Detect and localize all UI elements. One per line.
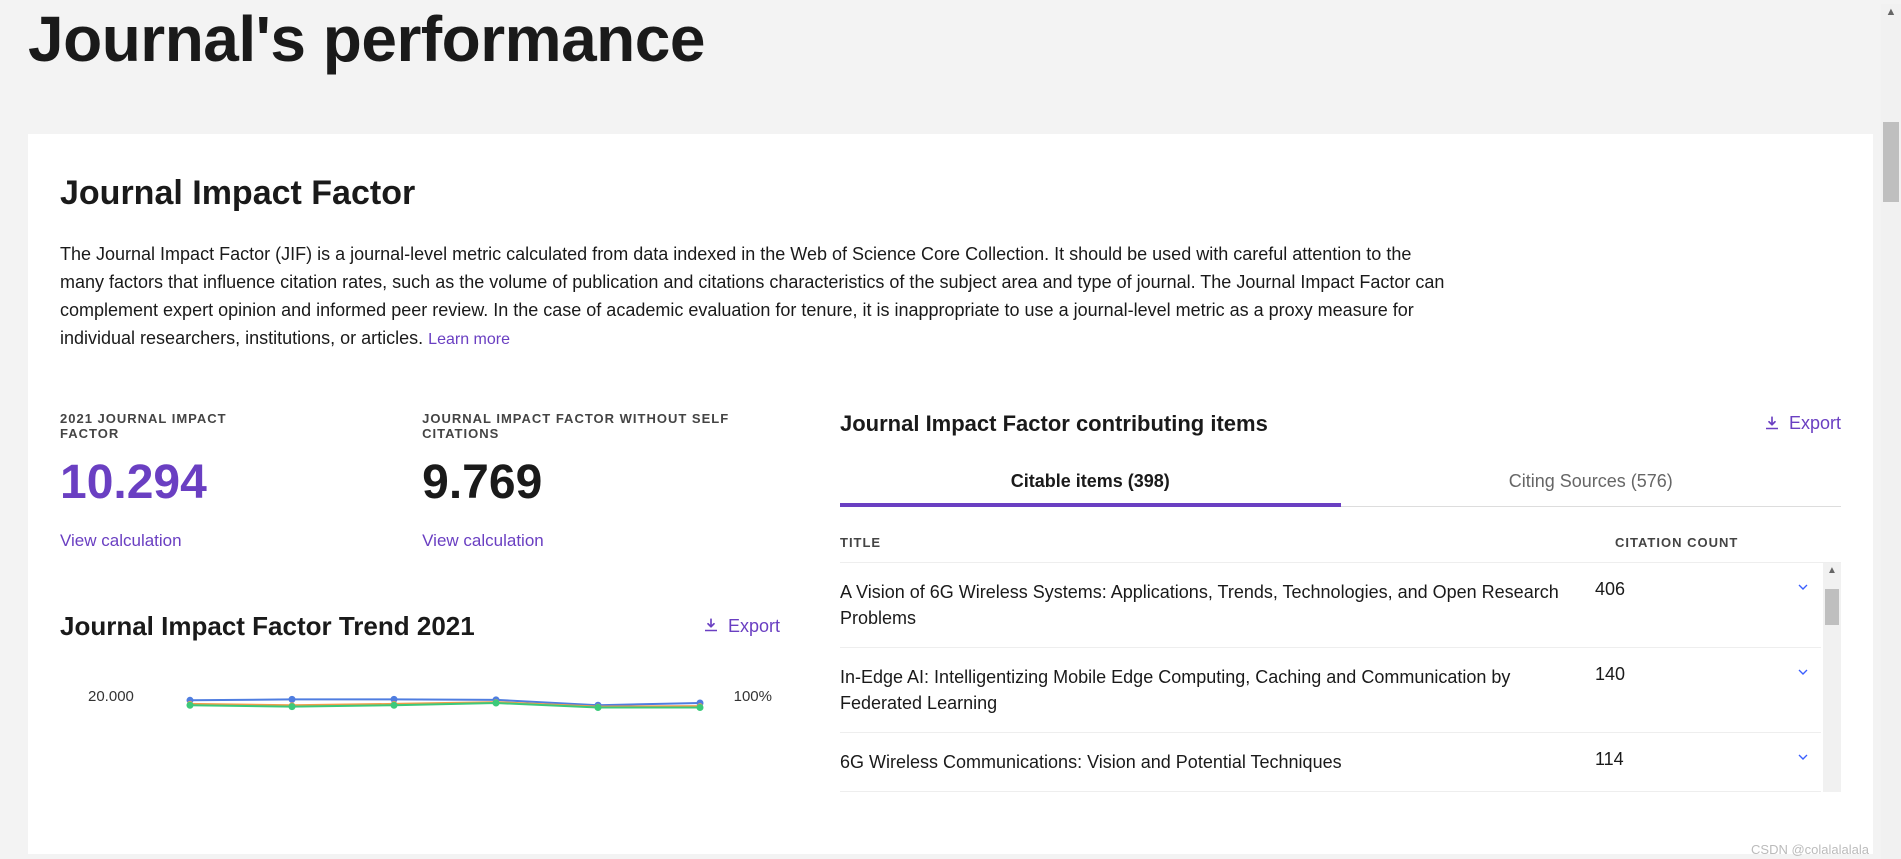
jif-value: 10.294 — [60, 459, 272, 507]
expand-row-button[interactable] — [1785, 579, 1821, 595]
contributing-export-label: Export — [1789, 413, 1841, 434]
jif-noself-metric: JOURNAL IMPACT FACTOR WITHOUT SELF CITAT… — [422, 411, 780, 551]
table-scrollbar[interactable]: ▲ — [1823, 563, 1841, 792]
chevron-down-icon — [1795, 749, 1811, 765]
section-description: The Journal Impact Factor (JIF) is a jou… — [60, 241, 1460, 353]
row-title: 6G Wireless Communications: Vision and P… — [840, 749, 1595, 775]
row-title: A Vision of 6G Wireless Systems: Applica… — [840, 579, 1595, 631]
download-icon — [1763, 415, 1781, 433]
tab-citing-sources[interactable]: Citing Sources (576) — [1341, 459, 1842, 506]
learn-more-link[interactable]: Learn more — [428, 331, 510, 348]
section-title: Journal Impact Factor — [60, 174, 1841, 213]
scroll-up-icon[interactable]: ▲ — [1823, 565, 1841, 576]
page-scroll-thumb[interactable] — [1883, 122, 1899, 202]
description-text: The Journal Impact Factor (JIF) is a jou… — [60, 244, 1444, 348]
page-title: Journal's performance — [0, 4, 1901, 74]
expand-row-button[interactable] — [1785, 749, 1821, 765]
trend-export-button[interactable]: Export — [702, 616, 780, 637]
contributing-title: Journal Impact Factor contributing items — [840, 411, 1268, 437]
row-count: 140 — [1595, 664, 1785, 685]
row-count: 406 — [1595, 579, 1785, 600]
table-row[interactable]: 6G Wireless Communications: Vision and P… — [840, 733, 1821, 792]
jif-metric: 2021 JOURNAL IMPACT FACTOR 10.294 View c… — [60, 411, 272, 551]
table-header: TITLE CITATION COUNT — [840, 507, 1841, 562]
left-column: 2021 JOURNAL IMPACT FACTOR 10.294 View c… — [60, 411, 780, 794]
expand-row-button[interactable] — [1785, 664, 1821, 680]
jif-noself-label: JOURNAL IMPACT FACTOR WITHOUT SELF CITAT… — [422, 411, 780, 441]
scroll-thumb[interactable] — [1825, 589, 1839, 625]
tab-citable-items[interactable]: Citable items (398) — [840, 459, 1341, 506]
row-count: 114 — [1595, 749, 1785, 770]
column-count: CITATION COUNT — [1615, 535, 1805, 550]
contributing-export-button[interactable]: Export — [1763, 413, 1841, 434]
chevron-down-icon — [1795, 664, 1811, 680]
right-column: Journal Impact Factor contributing items… — [840, 411, 1841, 794]
watermark: CSDN @colalalalala — [1751, 842, 1869, 857]
jif-card: Journal Impact Factor The Journal Impact… — [28, 134, 1873, 854]
tabs: Citable items (398) Citing Sources (576) — [840, 459, 1841, 507]
table-row[interactable]: In-Edge AI: Intelligentizing Mobile Edge… — [840, 648, 1821, 733]
row-title: In-Edge AI: Intelligentizing Mobile Edge… — [840, 664, 1595, 716]
download-icon — [702, 617, 720, 635]
column-title: TITLE — [840, 535, 1615, 550]
table-row[interactable]: A Vision of 6G Wireless Systems: Applica… — [840, 563, 1821, 648]
trend-export-label: Export — [728, 616, 780, 637]
page-scroll-up-icon[interactable]: ▲ — [1881, 6, 1901, 18]
jif-noself-value: 9.769 — [422, 459, 780, 507]
trend-title: Journal Impact Factor Trend 2021 — [60, 611, 475, 642]
trend-chart: 20.000 100% — [60, 674, 780, 794]
chevron-down-icon — [1795, 579, 1811, 595]
contributing-table: A Vision of 6G Wireless Systems: Applica… — [840, 562, 1841, 792]
jif-noself-view-calculation-link[interactable]: View calculation — [422, 531, 544, 551]
jif-label: 2021 JOURNAL IMPACT FACTOR — [60, 411, 272, 441]
page-scrollbar[interactable]: ▲ — [1881, 4, 1901, 859]
jif-view-calculation-link[interactable]: View calculation — [60, 531, 182, 551]
